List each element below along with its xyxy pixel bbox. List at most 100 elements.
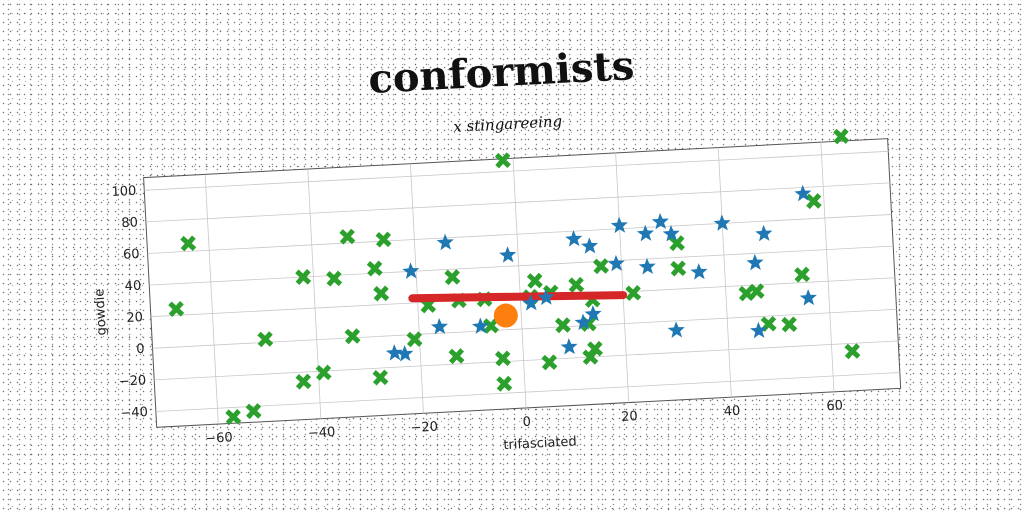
x-grid-line (410, 163, 424, 414)
green-x-marker (794, 266, 811, 283)
data-marks (168, 128, 861, 425)
blue-star-marker (580, 237, 599, 254)
y-tick-label: 100 (111, 184, 137, 200)
green-x-marker (448, 348, 465, 365)
y-grid-line (147, 214, 892, 254)
blue-star-marker (651, 212, 669, 230)
green-x-marker (482, 317, 499, 334)
green-x-marker (245, 403, 262, 420)
x-tick-label: −40 (308, 425, 336, 441)
x-grid-line (820, 142, 835, 392)
plot-frame (143, 138, 902, 428)
x-tick-label: 20 (621, 409, 638, 425)
blue-star-marker (402, 262, 420, 279)
green-x-marker (168, 301, 185, 318)
blue-star-marker (522, 294, 540, 311)
green-x-marker (373, 285, 390, 302)
green-x-marker (748, 283, 765, 300)
green-x-marker (496, 375, 513, 392)
x-tick-label: −20 (410, 420, 438, 436)
green-x-marker (526, 272, 543, 289)
blue-star-marker (750, 321, 768, 339)
green-x-marker (315, 364, 332, 381)
green-x-marker (406, 331, 423, 348)
x-grid-line (512, 158, 527, 408)
green-x-marker (339, 228, 356, 245)
green-x-marker (225, 408, 242, 425)
blue-star-marker (610, 216, 628, 234)
x-axis-label: trifasciated (503, 434, 577, 453)
green-x-marker (833, 128, 850, 145)
x-tick-label: −60 (205, 430, 233, 446)
blue-star-marker (638, 257, 656, 275)
blue-star-marker (636, 224, 654, 242)
green-x-marker (781, 316, 798, 333)
blue-star-marker (472, 317, 490, 334)
y-tick-label: −20 (118, 373, 146, 389)
green-x-marker (375, 231, 392, 248)
red-trend-line (408, 291, 628, 303)
blue-star-marker (565, 230, 583, 247)
green-x-marker (326, 270, 343, 287)
green-x-marker (568, 276, 585, 293)
green-x-marker (670, 260, 687, 277)
green-x-marker (295, 373, 312, 390)
y-tick-label: 60 (123, 247, 140, 263)
green-x-marker (257, 331, 274, 348)
blue-star-marker (794, 184, 812, 202)
y-grid-line (149, 245, 894, 286)
y-axis-label: gowdie (92, 288, 109, 335)
green-x-marker (295, 269, 312, 286)
blue-star-marker (667, 321, 685, 338)
blue-star-marker (690, 263, 708, 280)
orange-highlight-point (493, 303, 518, 328)
green-x-marker (625, 285, 642, 301)
green-x-marker (554, 317, 571, 334)
blue-star-marker (799, 289, 817, 306)
x-tick-label: 0 (522, 415, 531, 430)
y-tick-label: 40 (124, 279, 141, 295)
green-x-marker (668, 235, 685, 252)
chart-title: conformists (367, 42, 635, 103)
blue-star-marker (430, 317, 448, 335)
blue-star-marker (713, 214, 731, 231)
green-x-marker (582, 349, 599, 366)
green-x-marker (180, 235, 197, 252)
blue-star-marker (574, 313, 592, 331)
x-grid-line (615, 152, 630, 403)
y-grid-line (154, 340, 899, 381)
blue-star-marker (746, 253, 764, 271)
green-x-marker (344, 328, 361, 345)
y-tick-label: 80 (121, 215, 138, 231)
x-grid-line (204, 174, 219, 425)
plot-area: −60 −40 −20 0 20 40 60 −40 −20 0 20 40 60 80 100 trifa… (92, 128, 902, 453)
tick-labels: −60 −40 −20 0 20 40 60 −40 −20 0 20 40 60 80 100 (111, 184, 843, 447)
chart-subtitle: x stingareeing (453, 112, 563, 136)
x-grid-line (717, 147, 732, 398)
green-x-marker (372, 369, 389, 386)
blue-star-marker (385, 344, 403, 361)
blue-star-marker (499, 246, 517, 263)
blue-star-marker (662, 225, 680, 242)
blue-star-marker (396, 345, 414, 362)
blue-star-marker (755, 224, 773, 242)
blue-star-marker (560, 338, 578, 355)
green-x-marker (541, 354, 558, 371)
y-grid-line (144, 150, 889, 191)
blue-star-marker (584, 305, 602, 322)
green-x-marker (494, 152, 511, 169)
blue-star-marker (607, 254, 625, 272)
y-tick-label: 0 (136, 342, 145, 357)
green-x-marker (494, 350, 511, 367)
y-grid-line (155, 372, 900, 412)
green-x-marker (593, 258, 609, 275)
blue-star-marker (436, 233, 454, 251)
blue-star-marker (537, 288, 555, 306)
y-grid-line (152, 308, 897, 349)
y-tick-label: −40 (120, 405, 148, 421)
x-tick-label: 60 (826, 398, 843, 414)
green-x-marker (366, 260, 383, 277)
green-x-marker (844, 343, 861, 360)
y-tick-label: 20 (126, 310, 143, 326)
